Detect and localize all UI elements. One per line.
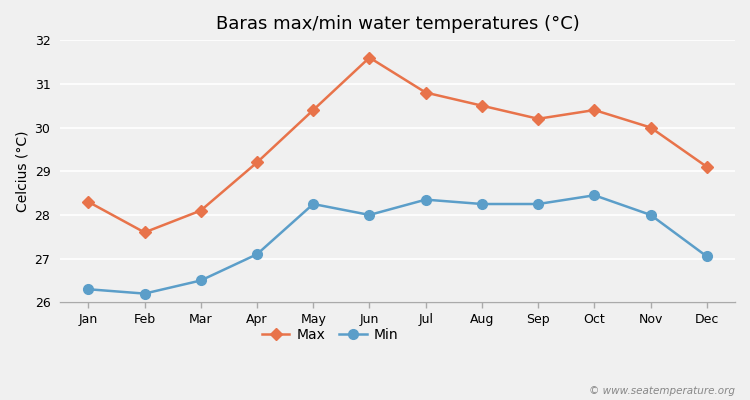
Line: Min: Min — [83, 190, 712, 298]
Min — [646, 212, 656, 217]
Line: Max: Max — [84, 54, 711, 236]
Min — [84, 287, 93, 292]
Max — [646, 125, 656, 130]
Max — [590, 108, 599, 112]
Min — [196, 278, 206, 283]
Max — [534, 116, 543, 121]
Min — [590, 193, 599, 198]
Legend: Max, Min: Max, Min — [256, 323, 404, 348]
Min — [309, 202, 318, 206]
Max — [140, 230, 149, 235]
Max — [365, 55, 374, 60]
Max — [84, 200, 93, 204]
Max — [422, 90, 430, 95]
Max — [196, 208, 206, 213]
Max — [253, 160, 262, 165]
Min — [703, 254, 712, 259]
Text: © www.seatemperature.org: © www.seatemperature.org — [589, 386, 735, 396]
Min — [140, 291, 149, 296]
Title: Baras max/min water temperatures (°C): Baras max/min water temperatures (°C) — [216, 15, 580, 33]
Min — [422, 197, 430, 202]
Min — [365, 212, 374, 217]
Min — [253, 252, 262, 257]
Y-axis label: Celcius (°C): Celcius (°C) — [15, 130, 29, 212]
Max — [309, 108, 318, 112]
Min — [534, 202, 543, 206]
Max — [703, 164, 712, 169]
Min — [478, 202, 487, 206]
Max — [478, 103, 487, 108]
